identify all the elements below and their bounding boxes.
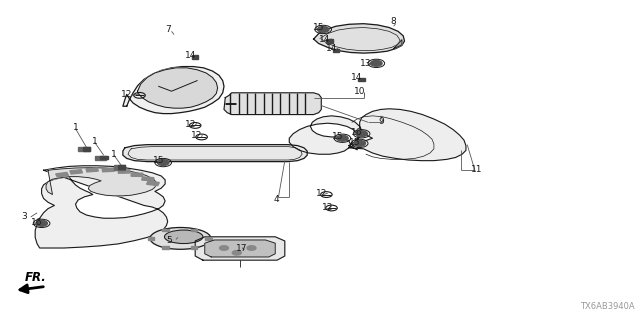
Text: FR.: FR. xyxy=(24,271,46,284)
Circle shape xyxy=(317,27,329,32)
Polygon shape xyxy=(123,67,224,114)
Ellipse shape xyxy=(150,228,211,249)
Bar xyxy=(83,147,90,151)
Text: 8: 8 xyxy=(391,17,396,26)
FancyBboxPatch shape xyxy=(95,156,106,160)
Text: 1: 1 xyxy=(73,124,78,132)
Text: 12: 12 xyxy=(121,90,132,99)
Bar xyxy=(70,170,83,174)
Text: 1: 1 xyxy=(111,150,116,159)
Text: 14: 14 xyxy=(351,73,363,82)
Bar xyxy=(191,228,197,231)
Polygon shape xyxy=(394,40,402,49)
Bar xyxy=(86,168,99,172)
Bar xyxy=(162,246,168,249)
Circle shape xyxy=(232,251,241,255)
Text: 9: 9 xyxy=(379,117,384,126)
Circle shape xyxy=(371,60,382,66)
Circle shape xyxy=(354,140,365,146)
Text: 3: 3 xyxy=(22,212,27,221)
Bar xyxy=(118,165,125,169)
Bar xyxy=(333,49,339,52)
Text: 14: 14 xyxy=(326,44,337,53)
Text: 16: 16 xyxy=(351,128,363,137)
Text: 14: 14 xyxy=(319,35,331,44)
Bar xyxy=(191,246,197,249)
Text: 4: 4 xyxy=(274,195,279,204)
Polygon shape xyxy=(138,68,218,108)
Text: 15: 15 xyxy=(153,156,164,165)
Text: 17: 17 xyxy=(236,244,248,253)
Bar xyxy=(192,55,198,59)
Text: 12: 12 xyxy=(185,120,196,129)
Bar xyxy=(100,156,108,159)
FancyBboxPatch shape xyxy=(78,147,90,151)
Circle shape xyxy=(337,135,348,141)
Bar xyxy=(163,228,169,231)
Text: 1: 1 xyxy=(92,137,97,146)
FancyBboxPatch shape xyxy=(114,165,125,170)
Bar xyxy=(141,177,154,181)
Bar xyxy=(147,181,159,186)
Text: 5: 5 xyxy=(167,236,172,245)
Text: 15: 15 xyxy=(313,23,324,32)
Bar xyxy=(358,78,365,81)
Text: 12: 12 xyxy=(191,132,203,140)
Text: 12: 12 xyxy=(316,189,327,198)
Ellipse shape xyxy=(164,230,203,244)
Bar xyxy=(326,39,333,43)
Polygon shape xyxy=(205,240,275,257)
Bar xyxy=(131,173,143,176)
Text: 11: 11 xyxy=(471,165,483,174)
Polygon shape xyxy=(195,237,285,260)
Circle shape xyxy=(220,246,228,250)
Polygon shape xyxy=(35,166,168,248)
Polygon shape xyxy=(314,24,404,53)
Circle shape xyxy=(157,160,169,165)
Text: 13: 13 xyxy=(360,59,372,68)
Bar xyxy=(118,170,130,173)
Circle shape xyxy=(247,246,256,250)
Text: 10: 10 xyxy=(354,87,365,96)
Bar xyxy=(102,168,114,172)
Text: 14: 14 xyxy=(185,52,196,60)
Bar xyxy=(56,172,68,177)
Text: 7: 7 xyxy=(165,25,170,34)
Bar xyxy=(148,237,154,240)
Polygon shape xyxy=(46,168,157,196)
Text: 15: 15 xyxy=(332,132,344,141)
Circle shape xyxy=(36,220,47,226)
Text: 15: 15 xyxy=(349,138,361,147)
Text: 12: 12 xyxy=(322,203,333,212)
Bar xyxy=(205,237,212,240)
Polygon shape xyxy=(123,145,307,162)
Polygon shape xyxy=(289,109,466,161)
Polygon shape xyxy=(224,93,321,115)
Text: 16: 16 xyxy=(31,218,43,227)
Circle shape xyxy=(356,131,367,137)
Text: TX6AB3940A: TX6AB3940A xyxy=(580,302,635,311)
